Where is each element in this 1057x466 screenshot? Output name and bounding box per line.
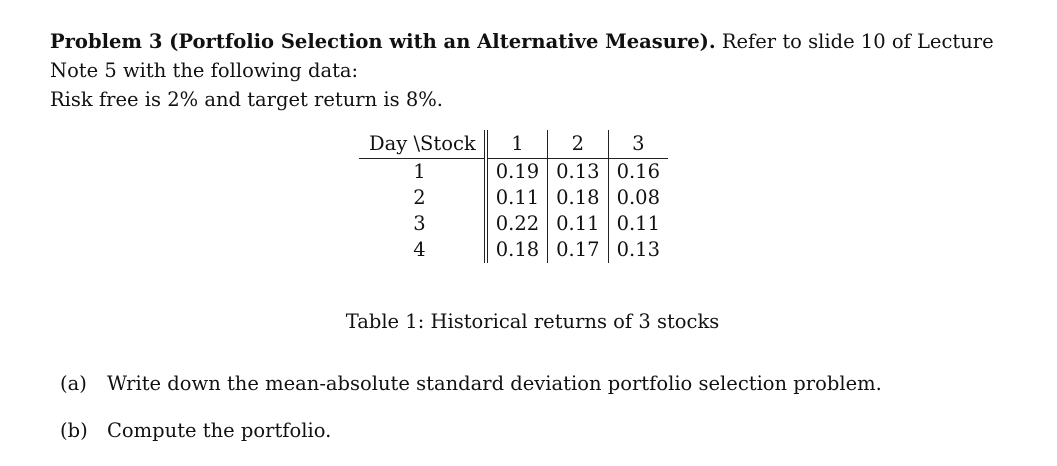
table-cell: 0.13 [547,158,609,185]
table-day-cell: 3 [359,211,488,237]
problem-line-1: Problem 3 (Portfolio Selection with an A… [50,27,1010,56]
table-cell: 0.08 [616,186,660,209]
table-corner-label: Day \Stock [359,130,488,159]
table-header-stock: 2 [547,130,609,159]
returns-table: Day \Stock 1 2 3 1 0.19 0.13 0.16 2 0.11… [359,130,668,263]
table-row: 2 0.11 0.18 0.08 [359,185,668,211]
problem-heading: Problem 3 (Portfolio Selection with an A… [50,30,716,53]
part-text: Write down the mean-absolute standard de… [107,372,882,395]
table-cell: 0.18 [485,237,549,263]
table-cell: 0.16 [616,160,660,183]
table-cell: 0.11 [485,185,549,211]
table-cell: 0.18 [547,185,609,211]
table-row: 3 0.22 0.11 0.11 [359,211,668,237]
part-marker: (a) [60,372,87,395]
table-row: 4 0.18 0.17 0.13 [359,237,668,263]
table-caption: Table 1: Historical returns of 3 stocks [345,310,720,333]
table-cell: 0.17 [547,237,609,263]
part-item: (a) Write down the mean-absolute standar… [60,372,882,419]
table-cell: 0.22 [485,211,549,237]
problem-parts: (a) Write down the mean-absolute standar… [60,372,882,466]
table-row: 1 0.19 0.13 0.16 [359,158,668,185]
table-cell: 0.11 [616,212,660,235]
table-cell: 0.13 [616,238,660,261]
returns-table-container: Day \Stock 1 2 3 1 0.19 0.13 0.16 2 0.11… [359,130,668,263]
part-text: Compute the portfolio. [107,419,332,442]
part-marker: (b) [60,419,88,442]
table-header-row: Day \Stock 1 2 3 [359,130,668,159]
table-header-stock: 3 [608,130,668,159]
problem-intro: Refer to slide 10 of Lecture [721,30,994,53]
problem-line-3: Risk free is 2% and target return is 8%. [50,88,443,111]
table-header-stock: 1 [485,130,549,159]
part-item: (b) Compute the portfolio. [60,419,882,466]
table-cell: 0.11 [547,211,609,237]
table-cell: 0.19 [485,158,549,185]
table-day-cell: 4 [359,237,488,263]
problem-statement: Problem 3 (Portfolio Selection with an A… [50,27,1010,114]
table-day-cell: 1 [359,158,488,185]
problem-line-2: Note 5 with the following data: [50,59,359,82]
table-day-cell: 2 [359,185,488,211]
